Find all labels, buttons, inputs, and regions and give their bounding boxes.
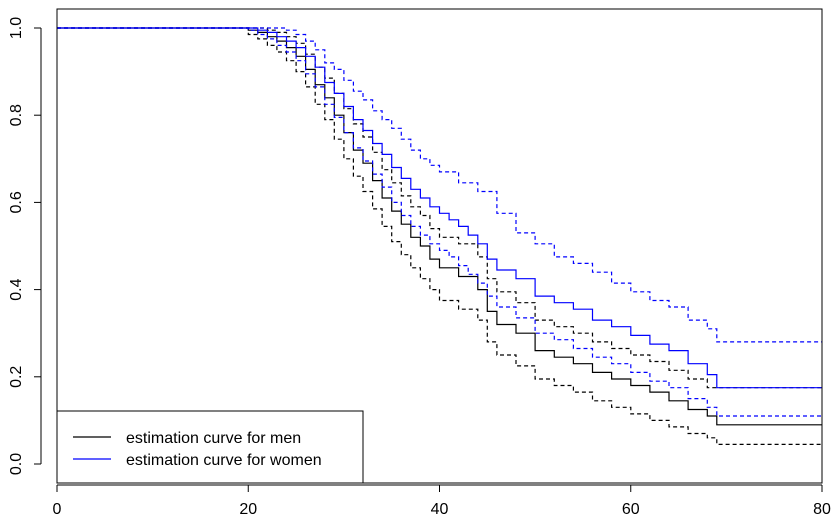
x-tick-label: 40 [431,501,449,518]
y-tick-label: 0.4 [8,278,25,300]
confidence-band-line-1 [57,27,822,445]
legend-box [56,410,364,484]
x-tick-label: 0 [53,501,62,518]
x-tick-label: 60 [622,501,640,518]
confidence-band-line-5 [57,27,822,343]
estimation-curve-line-3 [57,27,822,389]
y-tick-label: 0.6 [8,191,25,213]
y-tick-label: 0.2 [8,366,25,388]
x-tick-label: 80 [813,501,831,518]
x-axis-ticks: 0 20 40 60 80 [53,485,831,518]
legend-label: estimation curve for women [126,452,322,469]
confidence-band-line-4 [57,27,822,417]
plot-frame [56,8,823,484]
y-tick-label: 0.0 [8,453,25,475]
y-tick-label: 1.0 [8,17,25,39]
legend: estimation curve for men estimation curve… [56,410,364,484]
y-tick-label: 0.8 [8,104,25,126]
legend-label: estimation curve for men [126,430,301,447]
series-layer [57,27,822,445]
x-tick-label: 20 [239,501,257,518]
estimation-curve-line-0 [57,27,822,426]
y-axis-ticks: 0.0 0.2 0.4 0.6 0.8 1.0 [8,17,41,475]
